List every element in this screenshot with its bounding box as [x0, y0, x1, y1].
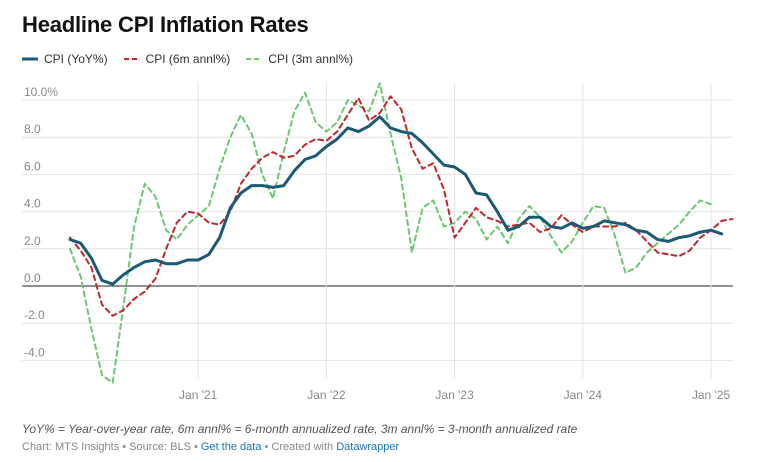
legend-item-6m: CPI (6m annl%)	[123, 52, 231, 66]
legend-label-3m: CPI (3m annl%)	[268, 52, 353, 66]
series-line-yoy	[68, 115, 724, 286]
chart-title: Headline CPI Inflation Rates	[22, 12, 309, 37]
y-tick-label: 4.0	[24, 197, 41, 211]
y-tick-label: 2.0	[24, 234, 41, 248]
y-tick-label: -2.0	[24, 308, 45, 322]
y-tick-label: 8.0	[24, 122, 41, 136]
x-tick-label: Jan '25	[692, 388, 731, 402]
credits: Chart: MTS Insights • Source: BLS • Get …	[22, 441, 399, 453]
legend-label-yoy: CPI (YoY%)	[44, 52, 108, 66]
legend-swatch-3m	[246, 58, 263, 60]
get-data-link[interactable]: Get the data	[200, 441, 262, 453]
x-tick-label: Jan '24	[564, 388, 603, 402]
y-tick-label: 10.0%	[24, 85, 58, 99]
series-line-3m	[69, 82, 712, 384]
legend-label-6m: CPI (6m annl%)	[145, 52, 231, 66]
legend-item-3m: CPI (3m annl%)	[246, 52, 353, 66]
datawrapper-link[interactable]: Datawrapper	[336, 441, 400, 453]
y-tick-label: 0.0	[24, 271, 41, 285]
legend-swatch-yoy	[22, 57, 38, 61]
legend-swatch-6m	[123, 58, 140, 60]
x-tick-label: Jan '23	[435, 388, 474, 402]
y-tick-label: 6.0	[24, 159, 41, 173]
series-line-6m	[69, 95, 734, 317]
legend: CPI (YoY%) CPI (6m annl%) CPI (3m annl%)	[22, 52, 369, 66]
credits-text: Chart: MTS Insights • Source: BLS •	[22, 441, 201, 453]
footnote: YoY% = Year-over-year rate, 6m annl% = 6…	[22, 422, 578, 436]
legend-item-yoy: CPI (YoY%)	[22, 52, 108, 66]
y-tick-label: -4.0	[24, 345, 45, 359]
x-tick-label: Jan '21	[179, 388, 218, 402]
credits-sep: • Created with	[261, 441, 337, 453]
line-chart: -4.0 -2.0 0.0 2.0 4.0 6.0 8.0 10.0% Jan '21 Jan '…	[22, 82, 734, 402]
x-tick-label: Jan '22	[307, 388, 346, 402]
